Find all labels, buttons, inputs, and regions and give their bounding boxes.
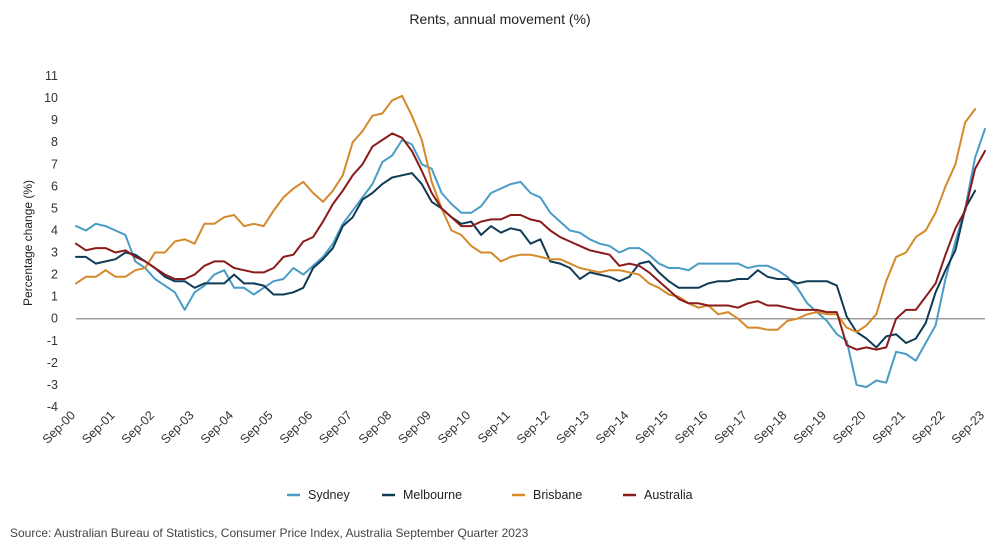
legend: Sydney Melbourne Brisbane Australia xyxy=(287,488,693,502)
y-tick-label: 2 xyxy=(51,268,58,282)
x-tick-label: Sep-09 xyxy=(395,408,433,446)
x-tick-label: Sep-03 xyxy=(158,408,196,446)
y-tick-label: 4 xyxy=(51,223,58,237)
source-note: Source: Australian Bureau of Statistics,… xyxy=(10,526,529,540)
y-tick-label: 10 xyxy=(44,91,58,105)
y-tick-label: 11 xyxy=(45,69,58,83)
series-line-sydney xyxy=(75,128,986,389)
x-tick-label: Sep-01 xyxy=(79,408,117,446)
y-tick-label: 9 xyxy=(51,113,58,127)
x-tick-label: Sep-13 xyxy=(553,408,591,446)
x-tick-label: Sep-14 xyxy=(593,408,631,446)
x-tick-label: Sep-05 xyxy=(237,408,275,446)
x-tick-label: Sep-23 xyxy=(949,408,987,446)
x-tick-label: Sep-11 xyxy=(475,408,513,446)
rents-line-chart: Rents, annual movement (%) Percentage ch… xyxy=(21,11,987,502)
y-axis-label: Percentage change (%) xyxy=(21,180,35,306)
y-tick-label: 0 xyxy=(51,312,58,326)
x-tick-label: Sep-18 xyxy=(751,408,789,446)
legend-label-melbourne: Melbourne xyxy=(403,488,462,502)
legend-label-australia: Australia xyxy=(644,488,693,502)
x-tick-label: Sep-19 xyxy=(791,408,829,446)
x-tick-label: Sep-04 xyxy=(198,408,236,446)
series-line-melbourne xyxy=(75,172,977,349)
x-tick-label: Sep-12 xyxy=(514,408,552,446)
x-tick-label: Sep-00 xyxy=(40,408,78,446)
x-tick-label: Sep-06 xyxy=(277,408,315,446)
y-axis-ticks: -4 -3 -2 -1 0 1 2 3 4 5 6 7 8 9 10 11 xyxy=(44,69,58,414)
legend-label-sydney: Sydney xyxy=(308,488,350,502)
legend-label-brisbane: Brisbane xyxy=(533,488,582,502)
x-tick-label: Sep-16 xyxy=(672,408,710,446)
x-tick-label: Sep-02 xyxy=(119,408,157,446)
y-tick-label: -3 xyxy=(47,378,58,392)
y-tick-label: 6 xyxy=(51,179,58,193)
x-tick-label: Sep-21 xyxy=(870,408,908,446)
x-tick-label: Sep-10 xyxy=(435,408,473,446)
x-axis-ticks: Sep-00 Sep-01 Sep-02 Sep-03 Sep-04 Sep-05 Sep-… xyxy=(40,408,987,446)
y-tick-label: -4 xyxy=(47,400,58,414)
series-line-brisbane xyxy=(75,94,977,333)
x-tick-label: Sep-08 xyxy=(356,408,394,446)
plot-lines xyxy=(75,94,986,389)
y-tick-label: 1 xyxy=(51,290,58,304)
x-tick-label: Sep-17 xyxy=(712,408,750,446)
y-tick-label: -1 xyxy=(47,334,58,348)
y-tick-label: -2 xyxy=(47,356,58,370)
y-tick-label: 8 xyxy=(51,135,58,149)
x-tick-label: Sep-22 xyxy=(909,408,947,446)
x-tick-label: Sep-07 xyxy=(316,408,354,446)
x-tick-label: Sep-15 xyxy=(633,408,671,446)
y-tick-label: 7 xyxy=(51,157,58,171)
series-line-australia xyxy=(75,132,986,351)
chart-title: Rents, annual movement (%) xyxy=(409,11,590,27)
x-tick-label: Sep-20 xyxy=(830,408,868,446)
y-tick-label: 3 xyxy=(51,246,58,260)
y-tick-label: 5 xyxy=(51,201,58,215)
